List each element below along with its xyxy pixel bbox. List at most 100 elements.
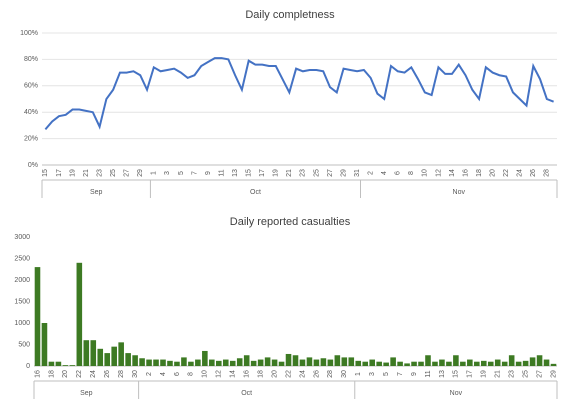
x-tick-label: 12 bbox=[216, 370, 223, 378]
x-tick-label: 3 bbox=[164, 171, 171, 175]
x-tick-label: 19 bbox=[481, 370, 488, 378]
x-tick-label: 23 bbox=[509, 370, 516, 378]
x-tick-label: 9 bbox=[411, 372, 418, 376]
bar bbox=[362, 361, 369, 366]
bar bbox=[467, 359, 473, 366]
x-tick-label: 18 bbox=[257, 370, 264, 378]
x-tick-label: 25 bbox=[110, 169, 117, 177]
bar bbox=[411, 361, 417, 366]
bar bbox=[195, 359, 201, 366]
chart-title: Daily completness bbox=[245, 9, 335, 21]
x-tick-label: 1 bbox=[355, 372, 362, 376]
x-tick-label: 29 bbox=[137, 169, 144, 177]
bar bbox=[320, 358, 327, 366]
bar bbox=[501, 361, 508, 366]
bar bbox=[229, 360, 236, 366]
bar bbox=[132, 355, 138, 366]
x-tick-label: 27 bbox=[124, 169, 131, 177]
x-tick-label: 27 bbox=[327, 169, 334, 177]
x-tick-label: 8 bbox=[408, 171, 415, 175]
x-tick-label: 30 bbox=[132, 370, 139, 378]
x-tick-label: 6 bbox=[174, 372, 181, 376]
x-tick-label: 23 bbox=[300, 169, 307, 177]
x-tick-label: 21 bbox=[286, 169, 293, 177]
bar bbox=[383, 362, 389, 366]
x-tick-label: 16 bbox=[462, 169, 469, 177]
bar bbox=[453, 355, 459, 366]
bar bbox=[76, 262, 83, 366]
y-tick-label: 40% bbox=[24, 109, 38, 116]
x-tick-label: 2 bbox=[367, 171, 374, 175]
x-tick-label: 24 bbox=[299, 370, 306, 378]
x-tick-label: 1 bbox=[151, 171, 158, 175]
bar bbox=[439, 359, 445, 366]
bar bbox=[529, 357, 536, 366]
x-tick-label: 13 bbox=[439, 370, 446, 378]
bar bbox=[139, 358, 145, 366]
y-tick-label: 500 bbox=[18, 341, 30, 348]
bar bbox=[160, 359, 166, 366]
bar bbox=[536, 355, 543, 366]
x-tick-label: 10 bbox=[422, 169, 429, 177]
x-tick-label: 26 bbox=[530, 169, 537, 177]
y-tick-label: 60% bbox=[24, 83, 38, 90]
bar bbox=[390, 357, 396, 366]
bar bbox=[292, 355, 299, 366]
bar bbox=[97, 348, 104, 366]
bar bbox=[341, 357, 348, 366]
x-tick-label: 25 bbox=[313, 169, 320, 177]
bar bbox=[216, 360, 222, 366]
bar bbox=[146, 359, 152, 366]
x-tick-label: 14 bbox=[230, 370, 237, 378]
y-tick-label: 3000 bbox=[14, 234, 30, 241]
bar bbox=[250, 360, 257, 366]
chart-title: Daily reported casualties bbox=[230, 216, 351, 228]
x-tick-label: 17 bbox=[467, 370, 474, 378]
bar bbox=[550, 363, 557, 366]
bar bbox=[55, 361, 62, 366]
bar bbox=[48, 361, 55, 366]
x-tick-label: 8 bbox=[188, 372, 195, 376]
bar bbox=[474, 361, 480, 366]
bar bbox=[348, 357, 355, 366]
x-tick-label: 18 bbox=[48, 370, 55, 378]
bar bbox=[515, 361, 522, 366]
bar bbox=[202, 350, 208, 366]
bar bbox=[397, 361, 403, 366]
bar bbox=[285, 353, 292, 366]
y-tick-label: 100% bbox=[20, 30, 38, 37]
bar bbox=[257, 359, 264, 366]
bar bbox=[327, 359, 334, 366]
x-tick-label: 26 bbox=[104, 370, 111, 378]
x-tick-label: 9 bbox=[205, 171, 212, 175]
x-tick-label: 23 bbox=[96, 169, 103, 177]
bar bbox=[188, 361, 194, 366]
bar bbox=[404, 363, 410, 366]
bar bbox=[34, 267, 41, 366]
x-tick-label: 6 bbox=[395, 171, 402, 175]
x-tick-label: 16 bbox=[244, 370, 251, 378]
x-tick-label: 31 bbox=[354, 169, 361, 177]
x-tick-label: 28 bbox=[327, 370, 334, 378]
bar bbox=[69, 365, 76, 366]
y-tick-label: 2000 bbox=[14, 277, 30, 284]
x-tick-label: 24 bbox=[90, 370, 97, 378]
y-tick-label: 2500 bbox=[14, 255, 30, 262]
x-tick-label: 5 bbox=[178, 171, 185, 175]
bar bbox=[104, 353, 111, 366]
x-tick-label: 11 bbox=[425, 370, 432, 377]
x-tick-label: 7 bbox=[397, 372, 404, 376]
x-tick-label: 19 bbox=[273, 169, 280, 177]
x-tick-label: 19 bbox=[69, 169, 76, 177]
bar bbox=[243, 355, 250, 366]
bar bbox=[494, 359, 501, 366]
y-tick-label: 80% bbox=[24, 56, 38, 63]
x-tick-label: 30 bbox=[341, 370, 348, 378]
x-tick-label: 28 bbox=[118, 370, 125, 378]
bar bbox=[334, 355, 341, 366]
x-tick-label: 27 bbox=[536, 370, 543, 378]
bar bbox=[222, 359, 229, 366]
bar bbox=[487, 361, 494, 366]
x-tick-label: 15 bbox=[246, 169, 253, 177]
x-tick-label: 4 bbox=[160, 372, 167, 376]
